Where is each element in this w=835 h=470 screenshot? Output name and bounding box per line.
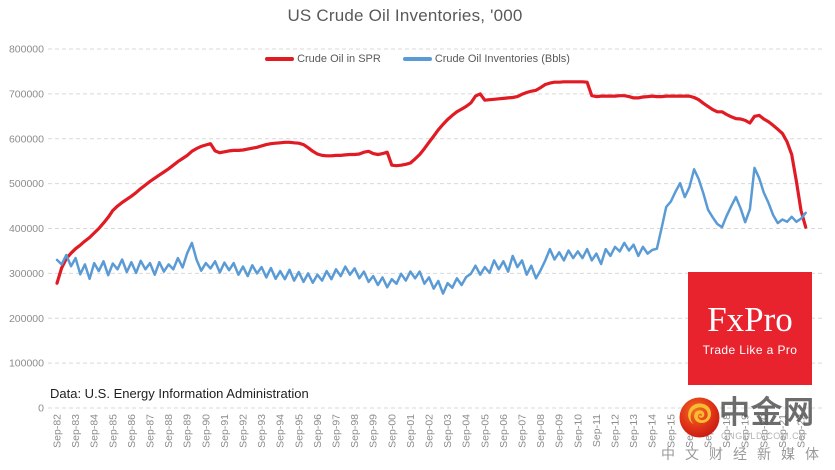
x-axis-label: Sep-12: [610, 414, 622, 448]
x-axis-label: Sep-08: [535, 414, 547, 448]
chart-legend: Crude Oil in SPR Crude Oil Inventories (…: [0, 53, 835, 65]
fxpro-tagline: Trade Like a Pro: [702, 343, 798, 357]
legend-label-spr: Crude Oil in SPR: [297, 53, 381, 65]
x-axis-label: Sep-86: [126, 414, 138, 448]
y-axis-label: 500000: [9, 178, 44, 190]
x-axis-label: Sep-13: [628, 414, 640, 448]
x-axis-label: Sep-99: [368, 414, 380, 448]
x-axis-label: Sep-82: [52, 414, 64, 448]
x-axis-label: Sep-04: [461, 414, 473, 448]
x-axis-label: Sep-94: [275, 414, 287, 448]
x-axis-label: Sep-90: [200, 414, 212, 448]
x-axis-label: Sep-89: [182, 414, 194, 448]
x-axis-label: Sep-01: [405, 414, 417, 448]
y-axis-label: 700000: [9, 88, 44, 100]
x-axis-label: Sep-06: [498, 414, 510, 448]
x-axis-label: Sep-93: [256, 414, 268, 448]
x-axis-label: Sep-84: [89, 414, 101, 448]
x-axis-label: Sep-87: [145, 414, 157, 448]
x-axis-label: Sep-83: [70, 414, 82, 448]
y-axis-label: 200000: [9, 313, 44, 325]
x-axis-label: Sep-00: [386, 414, 398, 448]
x-axis-label: Sep-15: [665, 414, 677, 448]
x-axis-label: Sep-92: [238, 414, 250, 448]
y-axis-label: 0: [38, 403, 44, 415]
x-axis-label: Sep-21: [777, 414, 789, 448]
inventories-line-swatch-icon: [402, 57, 432, 61]
fxpro-wordmark: FxPro: [707, 300, 793, 339]
legend-item-spr: Crude Oil in SPR: [263, 53, 383, 65]
x-axis-label: Sep-95: [293, 414, 305, 448]
x-axis-label: Sep-07: [517, 414, 529, 448]
inventories-series-line: [55, 166, 807, 295]
x-axis-label: Sep-91: [219, 414, 231, 448]
y-axis-label: 600000: [9, 133, 44, 145]
x-axis-label: Sep-98: [349, 414, 361, 448]
x-axis-label: Sep-11: [591, 414, 603, 447]
chart-title: US Crude Oil Inventories, '000: [287, 6, 523, 25]
spr-series-line: [55, 80, 808, 285]
x-axis-label: Sep-19: [740, 414, 752, 448]
x-axis-label: Sep-96: [312, 414, 324, 448]
y-axis-label: 100000: [9, 358, 44, 370]
x-axis-label: Sep-97: [331, 414, 343, 448]
x-axis-label: Sep-10: [572, 414, 584, 448]
y-axis-label: 400000: [9, 223, 44, 235]
x-axis-label: Sep-03: [442, 414, 454, 448]
x-axis-label: Sep-09: [554, 414, 566, 448]
x-axis-label: Sep-88: [163, 414, 175, 448]
x-axis-label: Sep-85: [107, 414, 119, 448]
x-axis-label: Sep-18: [721, 414, 733, 448]
x-axis-label: Sep-22: [796, 414, 808, 448]
fxpro-logo: FxPro Trade Like a Pro: [688, 272, 812, 385]
x-axis-label: Sep-20: [758, 414, 770, 448]
x-axis-label: Sep-17: [703, 414, 715, 448]
spr-line-swatch-icon: [265, 57, 295, 61]
legend-label-inventories: Crude Oil Inventories (Bbls): [434, 53, 570, 65]
x-axis-label: Sep-14: [647, 414, 659, 448]
x-axis-label: Sep-05: [479, 414, 491, 448]
data-source-note: Data: U.S. Energy Information Administra…: [50, 386, 309, 401]
legend-item-inventories: Crude Oil Inventories (Bbls): [400, 53, 572, 65]
x-axis-label: Sep-02: [424, 414, 436, 448]
y-axis-label: 800000: [9, 44, 44, 56]
x-axis-label: Sep-16: [684, 414, 696, 448]
y-axis-label: 300000: [9, 268, 44, 280]
